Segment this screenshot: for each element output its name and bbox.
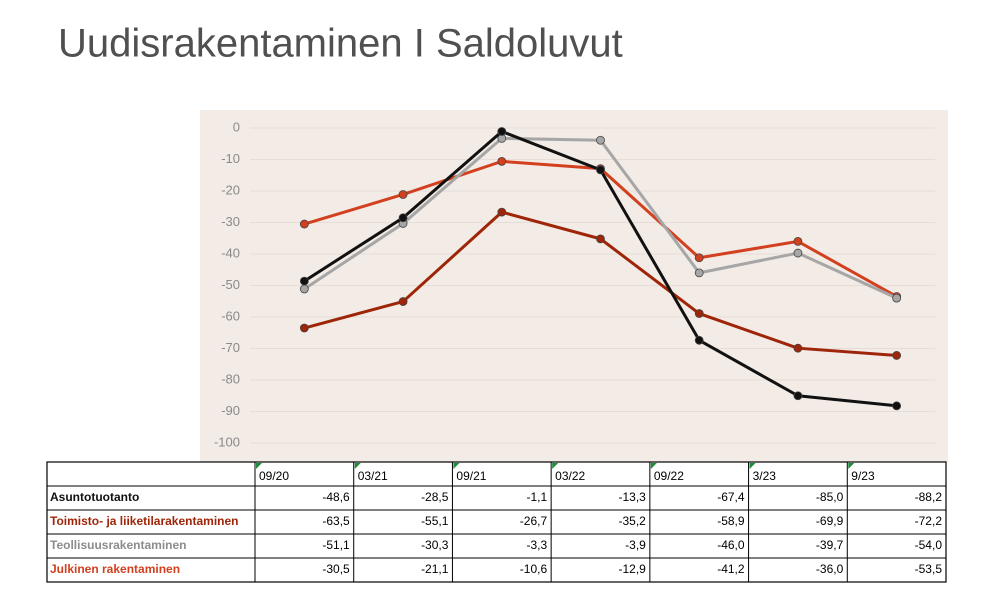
data-point [299, 323, 309, 333]
data-point [793, 236, 803, 246]
data-label: -13,3 [618, 490, 646, 504]
data-label: -1,1 [526, 490, 547, 504]
data-label: -72,2 [915, 514, 943, 528]
data-point [793, 391, 803, 401]
data-label: -3,9 [625, 538, 646, 552]
data-label: -63,5 [322, 514, 350, 528]
data-point [892, 401, 902, 411]
cell-marker [453, 463, 460, 469]
data-point [299, 284, 309, 294]
data-point [398, 190, 408, 199]
data-label: -85,0 [816, 490, 844, 504]
x-tick-label: 3/23 [753, 469, 777, 483]
data-label: -28,5 [421, 490, 449, 504]
data-label: -3,3 [526, 538, 547, 552]
data-label: -30,3 [421, 538, 449, 552]
data-label: -69,9 [816, 514, 844, 528]
data-label: -39,7 [816, 538, 844, 552]
legend-label: Asuntotuotanto [50, 490, 139, 504]
data-label: -53,5 [915, 562, 943, 576]
cell-marker [650, 463, 657, 469]
data-label: -67,4 [717, 490, 745, 504]
data-label: -54,0 [915, 538, 943, 552]
y-tick-label: -70 [221, 340, 240, 355]
y-tick-label: -90 [221, 403, 240, 418]
data-point [892, 351, 902, 360]
data-point [694, 309, 704, 318]
data-point [694, 335, 704, 345]
data-label: -26,7 [520, 514, 548, 528]
data-label: -88,2 [915, 490, 943, 504]
data-label: -35,2 [618, 514, 646, 528]
cell-marker [354, 463, 361, 469]
x-tick-label: 03/21 [358, 469, 388, 483]
table-bg [46, 461, 947, 583]
data-label: -41,2 [717, 562, 745, 576]
chart-title: Uudisrakentaminen I Saldoluvut [58, 22, 623, 66]
x-tick-label: 9/23 [851, 469, 875, 483]
data-label: -21,1 [421, 562, 449, 576]
data-label: -48,6 [322, 490, 350, 504]
y-tick-label: 0 [233, 119, 240, 134]
data-point [793, 248, 803, 258]
data-point [596, 165, 605, 175]
legend-label: Toimisto- ja liiketilarakentaminen [50, 514, 239, 528]
data-point [793, 343, 803, 353]
data-point [299, 219, 309, 229]
x-tick-label: 09/21 [456, 469, 486, 483]
data-label: -46,0 [717, 538, 745, 552]
y-tick-label: -100 [214, 434, 240, 449]
data-point [299, 276, 309, 286]
data-label: -36,0 [816, 562, 844, 576]
cell-marker [256, 463, 262, 469]
x-tick-label: 03/22 [555, 469, 585, 483]
legend-label: Teollisuusrakentaminen [50, 538, 186, 552]
y-tick-label: -80 [221, 371, 240, 386]
data-point [892, 293, 902, 303]
data-point [694, 268, 704, 278]
x-tick-label: 09/20 [259, 469, 289, 483]
data-label: -10,6 [520, 562, 548, 576]
cell-marker [749, 463, 756, 469]
y-tick-label: -60 [221, 308, 240, 323]
data-point [497, 156, 507, 166]
data-label: -30,5 [322, 562, 350, 576]
data-label: -51,1 [322, 538, 350, 552]
data-label: -58,9 [717, 514, 745, 528]
data-point [497, 127, 507, 136]
y-tick-label: -50 [221, 277, 240, 292]
y-tick-label: -30 [221, 214, 240, 229]
data-label: -55,1 [421, 514, 449, 528]
data-label: -12,9 [618, 562, 646, 576]
data-point [694, 253, 704, 263]
x-tick-label: 09/22 [654, 469, 684, 483]
data-point [497, 207, 507, 217]
y-tick-label: -40 [221, 245, 240, 260]
data-point [398, 213, 408, 223]
data-point [596, 135, 605, 145]
y-tick-label: -20 [221, 182, 240, 197]
cell-marker [552, 463, 559, 469]
y-tick-label: -10 [221, 151, 240, 166]
cell-marker [848, 463, 855, 469]
data-point [596, 234, 605, 244]
data-point [398, 297, 408, 306]
legend-label: Julkinen rakentaminen [50, 562, 180, 576]
